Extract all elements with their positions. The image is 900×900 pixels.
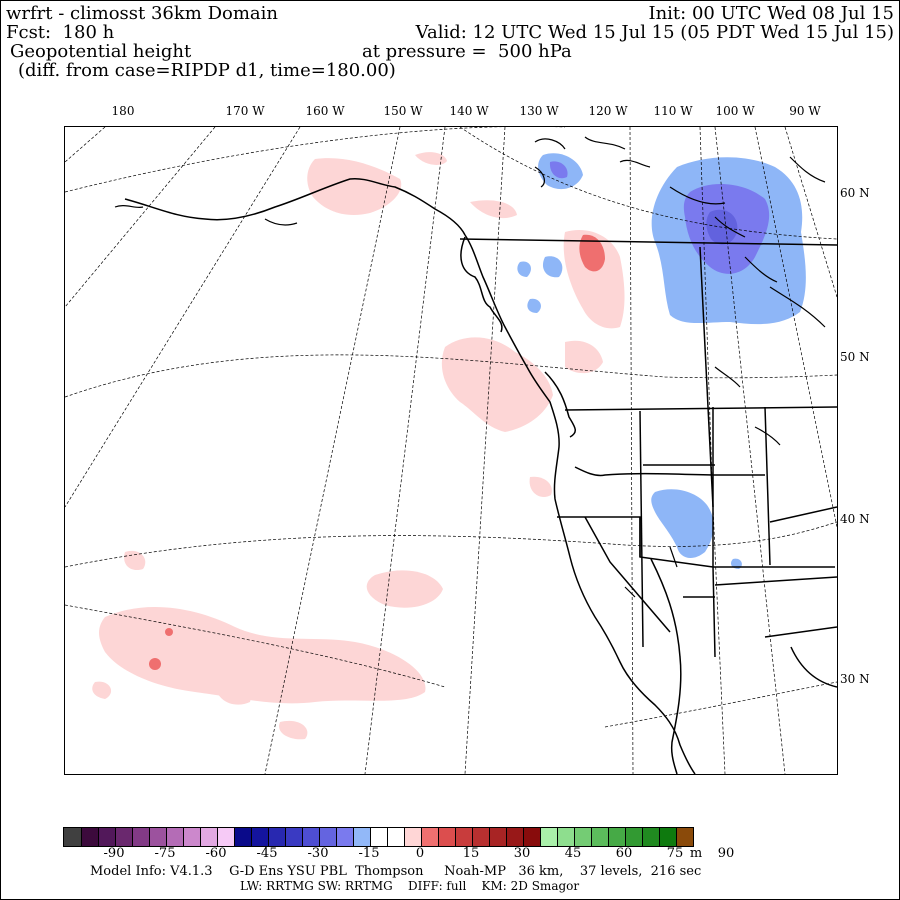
colorbar-tick-label: 75 (666, 846, 684, 861)
header-domain-title: wrfrt - climosst 36km Domain (6, 3, 278, 24)
map-panel (64, 126, 838, 775)
colorbar-tick-label: 45 (564, 846, 582, 861)
colorbar-swatch (149, 828, 166, 846)
colorbar-swatch (319, 828, 336, 846)
colorbar-swatch (455, 828, 472, 846)
colorbar-swatch (625, 828, 642, 846)
colorbar-swatch (132, 828, 149, 846)
colorbar-swatch (353, 828, 370, 846)
colorbar-tick-label: -45 (256, 846, 278, 861)
lon-label-120w: 120 W (588, 104, 628, 118)
colorbar-swatch (608, 828, 625, 846)
colorbar-swatch (523, 828, 540, 846)
colorbar-swatch (574, 828, 591, 846)
colorbar-swatch (336, 828, 353, 846)
colorbar-swatch (285, 828, 302, 846)
header-init-time: Init: 00 UTC Wed 08 Jul 15 (648, 3, 894, 24)
colorbar-swatch (268, 828, 285, 846)
colorbar-tick-label: m (689, 846, 703, 861)
colorbar-swatch (676, 828, 693, 846)
colorbar-swatch (591, 828, 608, 846)
colorbar-tick-label: -15 (358, 846, 380, 861)
colorbar-swatch (557, 828, 574, 846)
lon-label-100w: 100 W (715, 104, 755, 118)
lon-label-140w: 140 W (449, 104, 489, 118)
colorbar-tick-label: -90 (103, 846, 125, 861)
header-field-name: Geopotential height (10, 41, 192, 62)
lat-label-30n: 30 N (840, 672, 870, 686)
colorbar-tick-label: -30 (307, 846, 329, 861)
colorbar-swatch (506, 828, 523, 846)
lon-label-170w: 170 W (225, 104, 265, 118)
lon-label-160w: 160 W (305, 104, 345, 118)
footer-physics-info: LW: RRTMG SW: RRTMG DIFF: full KM: 2D Sm… (240, 879, 580, 893)
colorbar-swatch (183, 828, 200, 846)
colorbar-swatch (387, 828, 404, 846)
coastline-and-borders (124, 177, 837, 774)
colorbar-swatch (370, 828, 387, 846)
lon-label-130w: 130 W (519, 104, 559, 118)
colorbar-tick-label: 60 (615, 846, 633, 861)
colorbar-swatch (438, 828, 455, 846)
colorbar-swatch (81, 828, 98, 846)
colorbar-swatch (200, 828, 217, 846)
header-pressure-level: at pressure = 500 hPa (362, 41, 572, 62)
lon-label-150w: 150 W (383, 104, 423, 118)
header-diff-note: (diff. from case=RIPDP d1, time=180.00) (18, 60, 396, 81)
colorbar-tick-label: -60 (205, 846, 227, 861)
colorbar-swatch (251, 828, 268, 846)
colorbar-swatch (115, 828, 132, 846)
colorbar-tick-label: -75 (154, 846, 176, 861)
colorbar-swatch (217, 828, 234, 846)
colorbar-swatch (404, 828, 421, 846)
lon-label-90w: 90 W (789, 104, 821, 118)
header-valid-time: Valid: 12 UTC Wed 15 Jul 15 (05 PDT Wed … (415, 22, 894, 43)
colorbar-tick-label: 15 (462, 846, 480, 861)
colorbar-tick-label: 0 (415, 846, 425, 861)
lon-label-110w: 110 W (653, 104, 693, 118)
strong-positive-anomaly-areas (149, 234, 605, 670)
colorbar-swatch (472, 828, 489, 846)
colorbar-swatch (489, 828, 506, 846)
graticule-lines (65, 127, 837, 774)
lat-label-40n: 40 N (840, 512, 870, 526)
colorbar-swatch (659, 828, 676, 846)
colorbar-swatch (234, 828, 251, 846)
positive-anomaly-areas (92, 152, 625, 740)
lat-label-60n: 60 N (840, 186, 870, 200)
colorbar-swatch (302, 828, 319, 846)
inland-lakes-and-islands (114, 136, 826, 598)
lat-label-50n: 50 N (840, 350, 870, 364)
colorbar-swatch (166, 828, 183, 846)
colorbar-swatch (421, 828, 438, 846)
colorbar-tick-label: 30 (513, 846, 531, 861)
colorbar-swatch (98, 828, 115, 846)
colorbar-swatch (540, 828, 557, 846)
header-forecast-hour: Fcst: 180 h (6, 22, 115, 43)
footer-model-info: Model Info: V4.1.3 G-D Ens YSU PBL Thomp… (90, 864, 702, 879)
colorbar (63, 827, 694, 847)
colorbar-swatch (64, 828, 81, 846)
colorbar-swatch (642, 828, 659, 846)
colorbar-tick-label: 90 (717, 846, 735, 861)
lon-label-180: 180 (111, 104, 135, 118)
